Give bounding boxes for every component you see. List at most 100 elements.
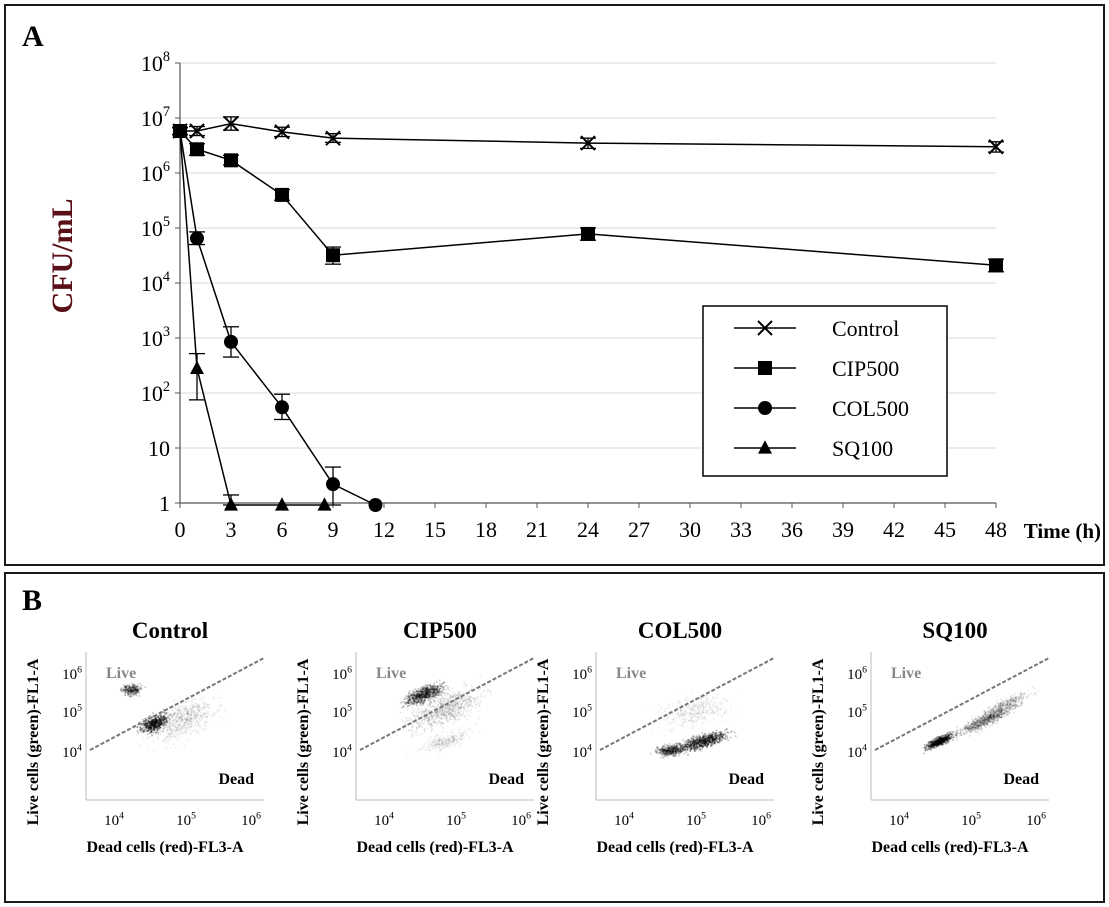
- data-point: [190, 142, 204, 157]
- legend-label: SQ100: [832, 436, 893, 461]
- flow-plot-title: COL500: [638, 618, 722, 643]
- flow-x-tick-label: 106: [511, 810, 531, 829]
- flow-y-tick-label: 104: [332, 742, 352, 761]
- flow-y-tick-label: 106: [847, 664, 867, 683]
- y-tick-label: 108: [141, 49, 170, 76]
- data-point: [275, 497, 289, 511]
- data-point: [275, 400, 289, 415]
- data-point: [580, 135, 596, 151]
- live-region-label: Live: [106, 665, 136, 682]
- legend-marker: [758, 440, 772, 454]
- data-point: [173, 123, 187, 137]
- flow-x-tick-label: 104: [889, 810, 909, 829]
- x-tick-label: 0: [175, 517, 186, 542]
- flow-x-tick-label: 104: [374, 810, 394, 829]
- data-point: [224, 497, 238, 511]
- x-tick-label: 15: [424, 517, 446, 542]
- flow-y-tick-label: 104: [847, 742, 867, 761]
- data-point: [224, 334, 238, 349]
- legend-marker: [758, 401, 772, 415]
- flow-y-tick-label: 105: [332, 702, 352, 721]
- flow-y-axis-label: Live cells (green)-FL1-A: [25, 658, 42, 825]
- flow-plot-sq100: SQ100 Live Dead 106 105 104 104 105 106 Dead cell…: [810, 618, 1050, 856]
- flow-x-tick-label: 105: [176, 810, 196, 829]
- gate-line: [359, 657, 535, 751]
- flow-scatter: [396, 674, 492, 760]
- flow-y-tick-label: 105: [847, 702, 867, 721]
- y-tick-label: 10: [148, 436, 170, 461]
- flow-y-tick-label: 104: [572, 742, 592, 761]
- x-tick-label: 18: [475, 517, 497, 542]
- flow-plot-title: CIP500: [403, 618, 477, 643]
- x-tick-label: 36: [781, 517, 803, 542]
- dead-region-label: Dead: [728, 771, 764, 788]
- x-tick-label: 9: [328, 517, 339, 542]
- series-sq100: [172, 123, 332, 511]
- dead-region-label: Dead: [488, 771, 524, 788]
- flow-plot-col500: COL500 Live Dead 106 105 104 104 105 106 Dead cel…: [535, 618, 775, 856]
- live-region-label: Live: [891, 665, 921, 682]
- x-axis-label: Time (h): [1024, 519, 1101, 543]
- flow-x-axis-label: Dead cells (red)-FL3-A: [357, 839, 514, 856]
- flow-x-tick-label: 106: [1026, 810, 1046, 829]
- data-point: [224, 153, 238, 168]
- flow-scatter: [119, 682, 226, 752]
- series-control: [172, 115, 1004, 155]
- flow-y-axis-label: Live cells (green)-FL1-A: [810, 658, 827, 825]
- x-tick-label: 3: [226, 517, 237, 542]
- live-region-label: Live: [616, 665, 646, 682]
- data-point: [368, 498, 383, 512]
- legend: Control CIP500 COL500 SQ100: [702, 305, 948, 477]
- data-point: [988, 139, 1004, 155]
- x-tick-label: 30: [679, 517, 701, 542]
- y-tick-label: 106: [141, 159, 170, 186]
- flow-plot-cip500: CIP500 Live Dead 106 105 104 104 105 106 Dead cel…: [295, 618, 535, 856]
- panel-letter-a: A: [22, 20, 44, 53]
- series-col500: [172, 124, 383, 512]
- y-tick-label: 103: [141, 324, 170, 351]
- x-tick-label: 33: [730, 517, 752, 542]
- flow-plot-title: Control: [132, 618, 208, 643]
- flow-x-tick-label: 104: [104, 810, 124, 829]
- data-point: [274, 124, 290, 140]
- legend-marker: [757, 320, 773, 336]
- flow-y-tick-label: 106: [62, 664, 82, 683]
- series-line: [179, 130, 997, 267]
- data-point: [223, 115, 239, 132]
- flow-y-tick-label: 105: [572, 702, 592, 721]
- y-tick-label: 107: [141, 104, 170, 131]
- gate-line: [89, 657, 265, 751]
- y-axis-label: CFU/mL: [46, 199, 79, 314]
- x-tick-label: 24: [577, 517, 599, 542]
- live-region-label: Live: [376, 665, 406, 682]
- flow-x-tick-label: 106: [241, 810, 261, 829]
- series-line: [179, 130, 325, 506]
- flow-y-tick-label: 104: [62, 742, 82, 761]
- gate-line: [874, 657, 1050, 751]
- flow-y-axis-label: Live cells (green)-FL1-A: [535, 658, 552, 825]
- data-point: [581, 226, 595, 241]
- data-point: [275, 187, 289, 202]
- flow-y-tick-label: 106: [572, 664, 592, 683]
- data-point: [326, 248, 340, 263]
- x-tick-label: 6: [277, 517, 288, 542]
- flow-cytometry-plots: Control Live Dead 106 105 104 104 105 106 Dead ce…: [25, 618, 1050, 856]
- flow-x-axis-label: Dead cells (red)-FL3-A: [872, 839, 1029, 856]
- flow-y-axis-label: Live cells (green)-FL1-A: [295, 658, 312, 825]
- legend-label: COL500: [832, 396, 909, 421]
- flow-x-tick-label: 106: [751, 810, 771, 829]
- data-point: [317, 497, 332, 511]
- x-tick-label: 27: [628, 517, 650, 542]
- y-tick-label: 104: [141, 269, 170, 296]
- legend-marker: [758, 361, 772, 375]
- x-tick-label: 39: [832, 517, 854, 542]
- flow-plot-title: SQ100: [922, 618, 987, 643]
- panel-b: B Control Live Dead 106 105 104 104 105 106 Dead …: [4, 572, 1105, 903]
- data-point: [989, 258, 1003, 273]
- flow-scatter: [645, 689, 743, 759]
- gate-line: [599, 657, 775, 751]
- flow-x-tick-label: 105: [961, 810, 981, 829]
- x-tick-label: 42: [883, 517, 905, 542]
- series-cip500: [172, 124, 1004, 273]
